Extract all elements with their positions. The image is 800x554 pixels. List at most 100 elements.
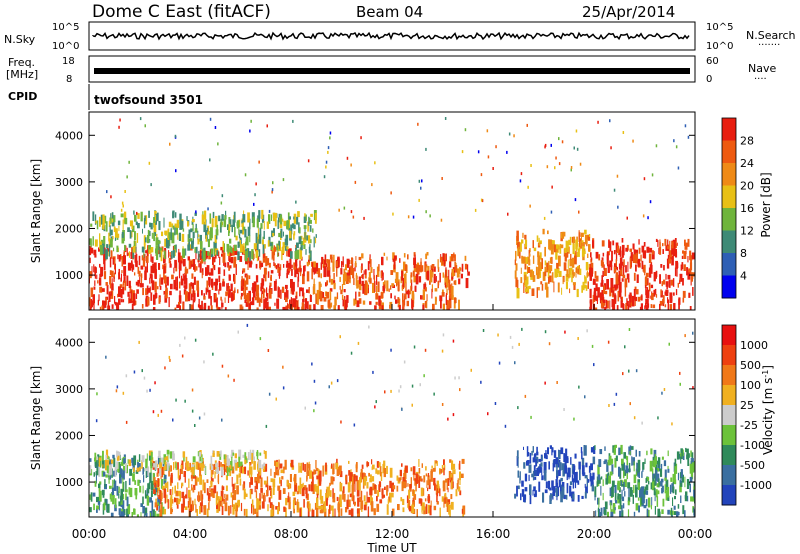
echo-cell [209,213,212,224]
echo-cell [380,271,382,278]
echo-cell [120,273,122,282]
echo-cell [90,287,94,297]
echo-cell [250,477,253,485]
echo-cell [558,450,561,459]
echo-cell [262,253,266,263]
echo-cell [671,483,674,493]
echo-cell [534,490,537,496]
echo-cell [541,475,544,481]
echo-cell [605,474,609,479]
echo-speck [357,341,360,345]
echo-cell [641,471,643,478]
echo-cell [208,283,210,288]
echo-cell [679,485,682,493]
echo-cell [304,213,306,217]
echo-cell [615,455,618,462]
echo-cell [180,255,184,261]
echo-speck [211,186,213,190]
echo-cell [297,276,299,288]
echo-cell [256,498,259,509]
echo-speck [325,165,327,169]
echo-cell [289,474,292,483]
nave-tick-top: 60 [706,56,719,67]
echo-speck [677,166,680,170]
echo-cell [673,505,676,510]
echo-cell [157,468,160,474]
echo-cell [148,450,152,456]
echo-cell [225,475,228,481]
echo-cell [159,278,161,287]
echo-speck [579,162,582,166]
echo-cell [123,266,127,277]
echo-cell [648,282,651,292]
x-tick-label: 20:00 [577,527,612,541]
echo-cell [276,469,280,476]
echo-cell [121,511,124,517]
echo-cell [426,270,430,281]
echo-cell [137,479,140,486]
echo-cell [249,218,251,230]
echo-cell [164,482,168,489]
echo-cell [269,282,272,287]
colorbar-swatch [722,163,736,186]
echo-cell [102,224,105,230]
echo-cell [287,302,289,310]
echo-cell [632,457,635,466]
echo-cell [347,482,351,493]
echo-cell [188,478,190,489]
y-tick-label: 4000 [55,129,83,142]
echo-cell [375,293,379,300]
echo-cell [255,232,258,244]
echo-cell [285,297,288,303]
echo-speck [360,136,362,140]
echo-cell [394,255,397,260]
echo-cell [228,227,230,236]
echo-cell [249,489,252,499]
echo-speck [486,129,489,133]
echo-cell [214,293,217,300]
echo-cell [517,241,520,250]
echo-cell [221,498,223,507]
echo-cell [569,258,573,267]
echo-cell [283,506,286,512]
echo-cell [674,238,677,243]
echo-cell [407,254,409,260]
echo-cell [136,253,138,264]
echo-cell [134,272,136,276]
echo-cell [197,463,201,470]
echo-cell [589,472,592,482]
echo-cell [654,288,657,295]
echo-cell [258,498,262,504]
echo-cell [303,499,305,508]
echo-cell [206,488,209,496]
echo-speck [154,381,156,385]
echo-cell [624,479,627,487]
echo-cell [632,254,636,263]
echo-cell [295,259,297,267]
colorbar-swatch [722,425,736,446]
echo-cell [157,487,160,491]
echo-cell [680,264,683,271]
echo-cell [413,257,416,265]
echo-cell [621,505,623,510]
echo-cell [601,275,603,286]
echo-cell [363,476,366,486]
echo-cell [653,272,656,282]
echo-cell [104,479,106,488]
echo-cell [448,300,452,309]
echo-cell [670,279,674,286]
colorbar-swatch [722,365,736,386]
echo-cell [624,286,627,297]
echo-cell [319,470,322,477]
echo-cell [195,223,197,229]
echo-cell [255,263,258,269]
echo-cell [227,248,229,254]
echo-cell [528,474,530,481]
echo-cell [122,299,125,303]
echo-cell [342,256,344,267]
echo-cell [132,463,135,470]
echo-cell [459,490,462,496]
echo-cell [661,509,664,514]
echo-cell [90,300,92,310]
echo-cell [553,459,556,468]
